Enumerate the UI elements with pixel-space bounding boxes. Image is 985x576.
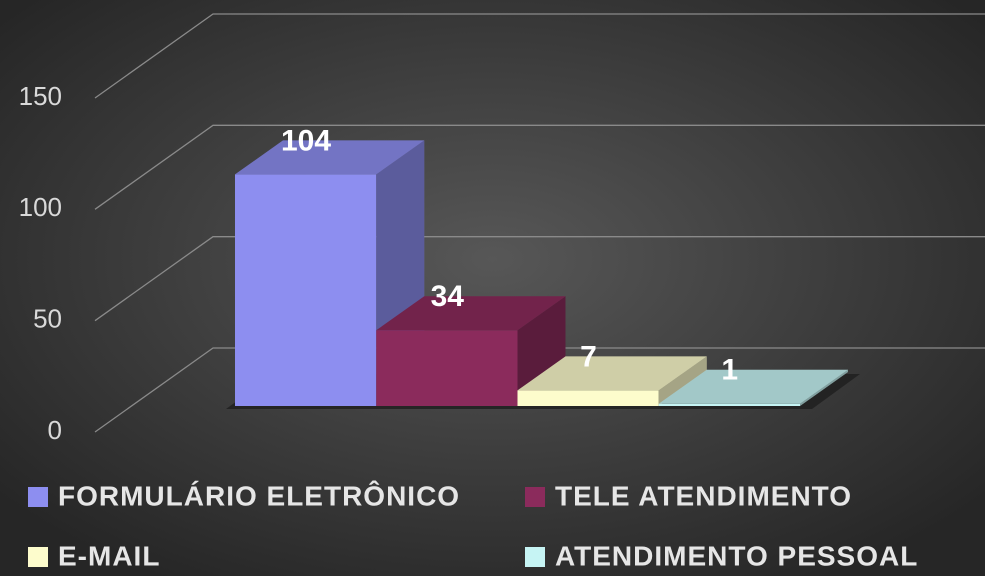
bar-front	[658, 403, 800, 406]
legend-swatch	[28, 547, 48, 567]
bar-top-shade	[376, 296, 566, 331]
grid-line	[94, 13, 985, 99]
data-label: 7	[580, 340, 597, 373]
legend-swatch	[525, 487, 545, 507]
legend-label: ATENDIMENTO PESSOAL	[555, 540, 918, 571]
bar-side-shade	[800, 369, 848, 406]
data-label: 1	[721, 354, 738, 387]
bar-top-shade	[235, 140, 425, 175]
grid-line	[94, 124, 985, 210]
bar-front	[376, 330, 518, 406]
legend-label: E-MAIL	[58, 540, 160, 571]
bar-top	[376, 296, 566, 331]
bar-side	[800, 369, 848, 406]
y-tick-label: 0	[48, 415, 62, 445]
grid-line	[94, 347, 985, 433]
legend-label: FORMULÁRIO ELETRÔNICO	[58, 479, 460, 511]
bar-front	[517, 390, 659, 406]
y-tick-label: 150	[19, 81, 62, 111]
legend-label: TELE ATENDIMENTO	[555, 480, 852, 511]
bar-front	[235, 174, 377, 406]
bar-side	[658, 356, 707, 406]
bar-top	[517, 356, 707, 391]
bar-top-shade	[517, 356, 707, 391]
bar-top	[658, 369, 848, 404]
y-tick-label: 50	[33, 304, 62, 334]
legend-swatch	[28, 487, 48, 507]
grid-line	[94, 236, 985, 322]
bar-side-shade	[658, 356, 707, 406]
y-tick-label: 100	[19, 192, 62, 222]
data-label: 104	[281, 124, 331, 157]
bar-top-shade	[658, 369, 848, 404]
bar-top	[235, 140, 425, 175]
data-label: 34	[431, 280, 465, 313]
legend-swatch	[525, 547, 545, 567]
